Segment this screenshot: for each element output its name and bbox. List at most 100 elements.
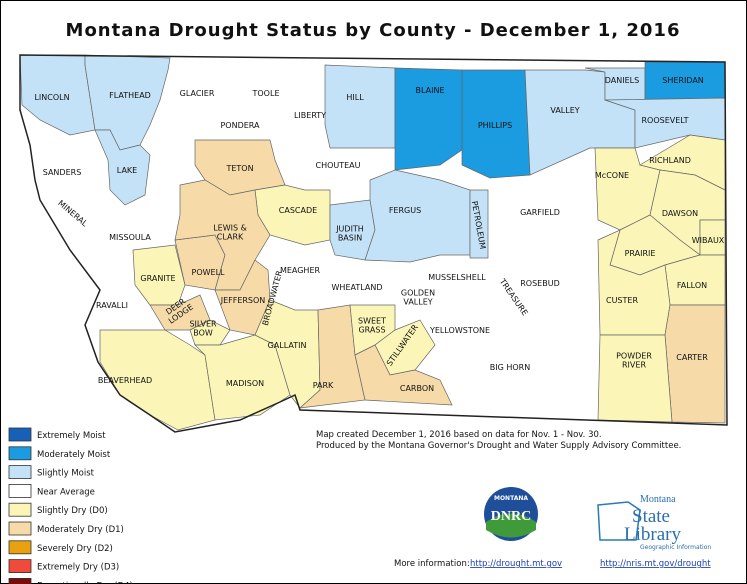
county-label: BLAINE	[416, 86, 445, 95]
county-label: POWDER RIVER	[616, 352, 652, 370]
county-label: LIBERTY	[294, 111, 326, 120]
logo-text: Montana	[640, 494, 676, 505]
legend-swatch	[8, 465, 32, 480]
legend-label: Slightly Dry (D0)	[37, 506, 108, 516]
county	[469, 189, 489, 259]
title: Montana Drought Status by County - Decem…	[66, 20, 681, 41]
county-label: BEAVERHEAD	[98, 376, 152, 385]
county-label: GARFIELD	[520, 208, 560, 217]
county-label: MADISON	[226, 379, 264, 388]
county-label: FLATHEAD	[109, 91, 151, 100]
county-label: TETON	[225, 164, 253, 173]
legend-label: Slightly Moist	[37, 469, 95, 479]
logo-text: Geographic Information	[640, 544, 711, 551]
county-label: SANDERS	[43, 168, 82, 177]
link[interactable]: http://drought.mt.gov	[470, 559, 562, 569]
link[interactable]: http://nris.mt.gov/drought	[600, 559, 711, 569]
legend-label: Moderately Moist	[37, 450, 111, 460]
logo-hills	[486, 513, 536, 538]
legend-swatch	[8, 446, 32, 461]
legend-label: Extremely Dry (D3)	[37, 563, 119, 573]
county	[461, 69, 531, 179]
logo-shape	[597, 501, 641, 541]
county-label: LINCOLN	[34, 93, 69, 102]
legend-swatch	[8, 559, 32, 573]
county-label: WHEATLAND	[332, 283, 383, 292]
county-label: JUDITH BASIN	[335, 225, 364, 243]
county-label: SILVER BOW	[189, 320, 217, 338]
county-label: CARBON	[400, 384, 434, 393]
county-label: BIG HORN	[490, 363, 530, 372]
county-label: CUSTER	[606, 296, 638, 305]
legend-swatch	[8, 427, 32, 442]
dnrc-logo: MONTANA DNRC	[484, 487, 538, 541]
county	[94, 129, 151, 206]
county	[99, 329, 216, 431]
logo-text: DNRC	[491, 509, 531, 524]
legend-label: Moderately Dry (D1)	[37, 525, 124, 535]
county-label: GLACIER	[180, 89, 215, 98]
legend-label: Extremely Moist	[37, 431, 106, 441]
legend-swatch	[8, 502, 32, 517]
county-label: FERGUS	[389, 206, 421, 215]
legend-label: Severely Dry (D2)	[37, 544, 113, 554]
legend: Extremely Moist Moderately Moist Slightly …	[8, 427, 133, 584]
county-label: PHILLIPS	[478, 121, 512, 130]
county-label: LAKE	[117, 166, 137, 175]
county-label: TOOLE	[252, 89, 280, 98]
county-label: HILL	[346, 93, 364, 102]
county-label: MISSOULA	[109, 233, 151, 242]
county-label: ROOSEVELT	[641, 116, 688, 125]
county	[189, 319, 231, 346]
note: Map created December 1, 2016 based on da…	[316, 430, 602, 440]
county	[354, 344, 453, 406]
county-label: YELLOWSTONE	[429, 326, 490, 335]
note: Produced by the Montana Governor's Droug…	[316, 441, 681, 451]
county-label: DANIELS	[605, 76, 639, 85]
county-label: PARK	[313, 381, 334, 390]
state-outline	[19, 54, 728, 433]
logo-text: Library	[624, 524, 681, 545]
county-label: GOLDEN VALLEY	[401, 289, 435, 307]
county	[394, 67, 463, 171]
county-label: POWELL	[192, 268, 226, 277]
county-label: JEFFERSON	[220, 296, 266, 305]
legend-swatch	[8, 483, 32, 498]
county-label: CHOUTEAU	[315, 161, 360, 170]
county-label: LEWIS & CLARK	[213, 224, 247, 242]
county-label: VALLEY	[550, 106, 579, 115]
county-label: GRANITE	[140, 274, 175, 283]
county	[364, 169, 471, 263]
county-label: SWEET GRASS	[358, 317, 386, 335]
logo-text: MONTANA	[494, 495, 528, 502]
county-label: McCONE	[595, 171, 629, 180]
county-label: CARTER	[676, 353, 708, 362]
library-logo: Montana State Library Geographic Informa…	[597, 494, 711, 551]
county	[664, 254, 726, 306]
county-label: MUSSELSHELL	[428, 273, 486, 282]
county-label: MEAGHER	[280, 266, 321, 275]
county-label: FALLON	[677, 281, 707, 290]
counties	[19, 54, 726, 431]
county-label: PONDERA	[220, 121, 260, 130]
county-label: RICHLAND	[649, 156, 691, 165]
county-label: PRAIRIE	[625, 249, 656, 258]
more-info-label: More information:	[394, 559, 470, 569]
legend-label: Near Average	[37, 487, 95, 497]
county-label: CASCADE	[279, 206, 317, 215]
county	[214, 259, 271, 336]
county	[597, 334, 673, 423]
county-label: ROSEBUD	[520, 279, 560, 288]
county-label: SHERIDAN	[662, 76, 704, 85]
county-label: GALLATIN	[268, 341, 307, 350]
county	[324, 64, 396, 149]
logo-text: State	[632, 506, 670, 527]
county	[664, 304, 726, 424]
county-label: RAVALLI	[96, 301, 128, 310]
legend-label: Exceptionally Dry (D4)	[37, 581, 133, 584]
legend-swatch	[8, 521, 32, 536]
legend-swatch	[8, 540, 32, 555]
county-label: DAWSON	[662, 209, 698, 218]
county-label: WIBAUX	[692, 236, 725, 245]
